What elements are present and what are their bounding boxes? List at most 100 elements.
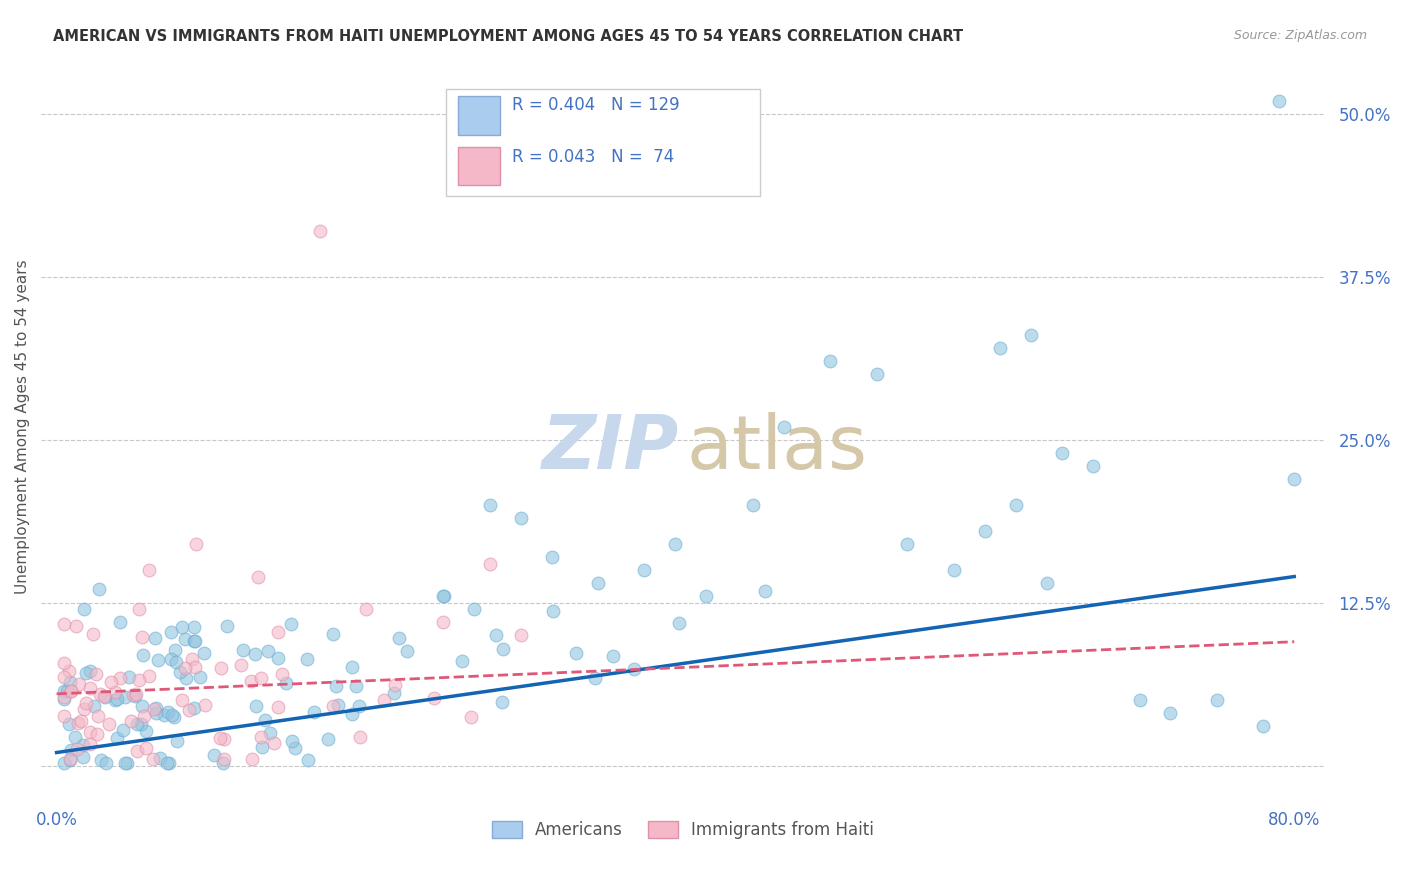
Point <box>120 714 142 728</box>
Point <box>160 652 183 666</box>
Text: R = 0.404   N = 129: R = 0.404 N = 129 <box>512 96 681 114</box>
Point <box>267 624 290 639</box>
Point <box>818 354 841 368</box>
Point <box>160 707 183 722</box>
Point <box>231 657 253 672</box>
Point <box>896 537 918 551</box>
Point <box>1035 576 1057 591</box>
Point <box>59 752 82 766</box>
Text: AMERICAN VS IMMIGRANTS FROM HAITI UNEMPLOYMENT AMONG AGES 45 TO 54 YEARS CORRELA: AMERICAN VS IMMIGRANTS FROM HAITI UNEMPL… <box>53 29 963 44</box>
Point <box>132 709 155 723</box>
Point <box>942 563 965 577</box>
Point <box>53 616 76 631</box>
Point <box>308 224 330 238</box>
Point <box>89 687 111 701</box>
Point <box>432 589 454 603</box>
Point <box>84 667 107 681</box>
Point <box>108 672 131 686</box>
Point <box>1050 446 1073 460</box>
Point <box>93 690 115 704</box>
Point <box>491 695 513 709</box>
Point <box>131 698 153 713</box>
Point <box>256 643 278 657</box>
Point <box>347 698 370 713</box>
Point <box>349 731 371 745</box>
Point <box>583 671 606 685</box>
Point <box>695 589 717 603</box>
Point <box>274 676 297 690</box>
Point <box>169 665 191 680</box>
Point <box>280 616 302 631</box>
Legend: Americans, Immigrants from Haiti: Americans, Immigrants from Haiti <box>485 814 882 846</box>
FancyBboxPatch shape <box>458 96 499 135</box>
Point <box>284 741 307 756</box>
FancyBboxPatch shape <box>458 146 499 186</box>
Point <box>322 627 344 641</box>
Point <box>67 716 90 731</box>
Point <box>240 752 263 766</box>
Point <box>249 671 271 685</box>
Point <box>183 633 205 648</box>
Point <box>59 684 82 698</box>
Point <box>297 753 319 767</box>
Point <box>183 701 205 715</box>
Point <box>254 714 277 728</box>
Point <box>188 670 211 684</box>
Point <box>60 743 83 757</box>
Point <box>1128 693 1150 707</box>
Point <box>267 651 290 665</box>
Point <box>86 727 108 741</box>
Point <box>322 698 344 713</box>
Point <box>772 419 794 434</box>
Point <box>384 686 406 700</box>
Point <box>105 731 128 745</box>
Point <box>384 678 406 692</box>
Point <box>509 511 531 525</box>
Point <box>143 702 166 716</box>
Point <box>82 627 104 641</box>
Point <box>157 756 180 770</box>
Point <box>53 709 76 723</box>
Point <box>53 657 76 671</box>
Point <box>212 752 235 766</box>
Point <box>395 644 418 658</box>
Point <box>79 681 101 696</box>
Point <box>263 736 285 750</box>
Text: R = 0.043   N =  74: R = 0.043 N = 74 <box>512 148 675 166</box>
Point <box>173 661 195 675</box>
Point <box>1081 458 1104 473</box>
Point <box>94 690 117 705</box>
Point <box>159 625 181 640</box>
Point <box>373 692 395 706</box>
Point <box>166 655 188 669</box>
Point <box>180 652 202 666</box>
Point <box>450 654 472 668</box>
Point <box>184 537 207 551</box>
Text: atlas: atlas <box>688 412 868 485</box>
Point <box>90 753 112 767</box>
Point <box>668 615 690 630</box>
Point <box>118 670 141 684</box>
Point <box>586 576 609 591</box>
Point <box>79 724 101 739</box>
Point <box>184 660 207 674</box>
Point <box>58 664 80 678</box>
Point <box>741 498 763 512</box>
Point <box>973 524 995 538</box>
Point <box>423 691 446 706</box>
Point <box>67 677 90 691</box>
Point <box>135 724 157 739</box>
Point <box>128 601 150 615</box>
Point <box>183 619 205 633</box>
Point <box>245 698 267 713</box>
Point <box>354 602 377 616</box>
Point <box>53 690 76 705</box>
Point <box>115 756 138 770</box>
Point <box>59 684 82 698</box>
Point <box>463 602 485 616</box>
Point <box>565 646 588 660</box>
Point <box>114 756 136 770</box>
Point <box>267 700 290 714</box>
Point <box>170 620 193 634</box>
Point <box>433 589 456 603</box>
